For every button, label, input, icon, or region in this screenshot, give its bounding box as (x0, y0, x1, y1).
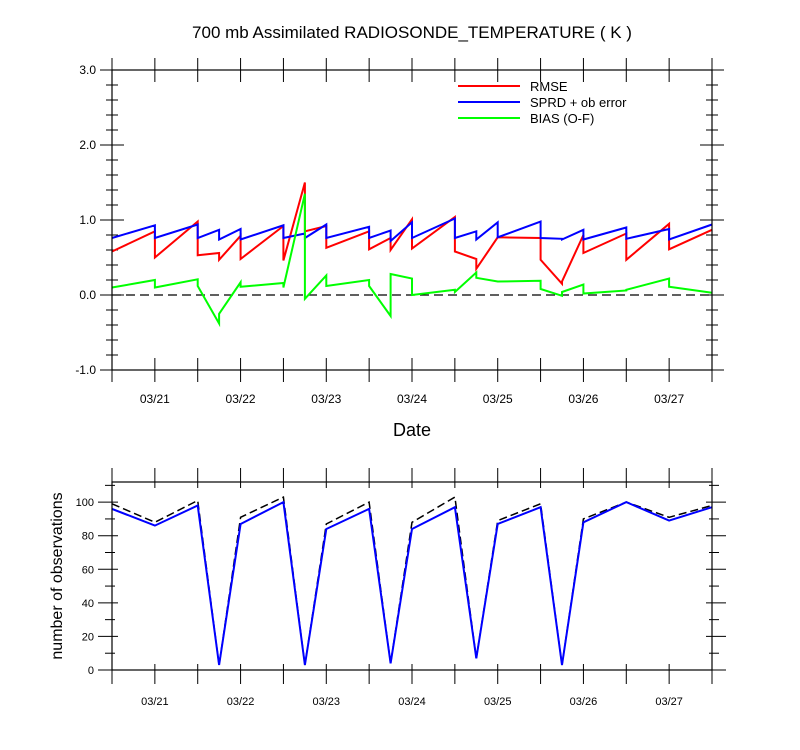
legend-label: BIAS (O-F) (530, 111, 594, 126)
series-line-assimilated (111, 500, 713, 666)
x-tick-label: 03/26 (568, 392, 598, 406)
x-tick-label: 03/27 (655, 696, 683, 708)
x-axis-label: Date (393, 420, 431, 440)
x-tick-label: 03/25 (483, 392, 513, 406)
top-series-group (111, 182, 713, 328)
top-plot-frame (111, 69, 713, 371)
top-y-tick-labels: -1.0 0.0 1.0 2.0 3.0 (75, 63, 96, 377)
x-tick-label: 03/25 (484, 696, 512, 708)
y-tick-label: 60 (82, 564, 94, 576)
bottom-y-tick-labels: 0 20 40 60 80 100 (76, 497, 94, 677)
x-tick-label: 03/24 (398, 696, 426, 708)
x-tick-label: 03/24 (397, 392, 427, 406)
x-tick-label: 03/22 (226, 392, 256, 406)
x-tick-label: 03/22 (227, 696, 255, 708)
y-tick-label: 2.0 (79, 138, 96, 152)
bottom-series-group (111, 495, 713, 666)
x-tick-label: 03/21 (141, 696, 169, 708)
legend-label: RMSE (530, 79, 568, 94)
x-tick-label: 03/23 (313, 696, 341, 708)
y-axis-label: number of observations (49, 492, 66, 659)
x-tick-label: 03/27 (654, 392, 684, 406)
x-tick-label: 03/23 (311, 392, 341, 406)
x-tick-label: 03/26 (570, 696, 598, 708)
chart-title: 700 mb Assimilated RADIOSONDE_TEMPERATUR… (192, 23, 632, 42)
bottom-axes-ticks (98, 468, 726, 684)
series-line-possible (111, 495, 713, 666)
bottom-plot-frame (111, 481, 713, 671)
y-tick-label: 80 (82, 531, 94, 543)
y-tick-label: 40 (82, 598, 94, 610)
x-tick-label: 03/21 (140, 392, 170, 406)
top-x-tick-labels: 03/21 03/22 03/23 03/24 03/25 03/26 03/27 (140, 392, 685, 406)
y-tick-label: 3.0 (79, 63, 96, 77)
legend-label: SPRD + ob error (530, 95, 627, 110)
y-tick-label: 0 (88, 665, 94, 677)
y-tick-label: 100 (76, 497, 94, 509)
y-tick-label: 20 (82, 631, 94, 643)
bottom-x-tick-labels: 03/21 03/22 03/23 03/24 03/25 03/26 03/27 (141, 696, 683, 708)
series-line-bias-o-f (111, 193, 713, 328)
y-tick-label: 0.0 (79, 288, 96, 302)
top-chart: 700 mb Assimilated RADIOSONDE_TEMPERATUR… (75, 23, 724, 440)
y-tick-label: -1.0 (75, 363, 96, 377)
y-tick-label: 1.0 (79, 213, 96, 227)
series-line-sprd-ob-error (111, 216, 713, 244)
